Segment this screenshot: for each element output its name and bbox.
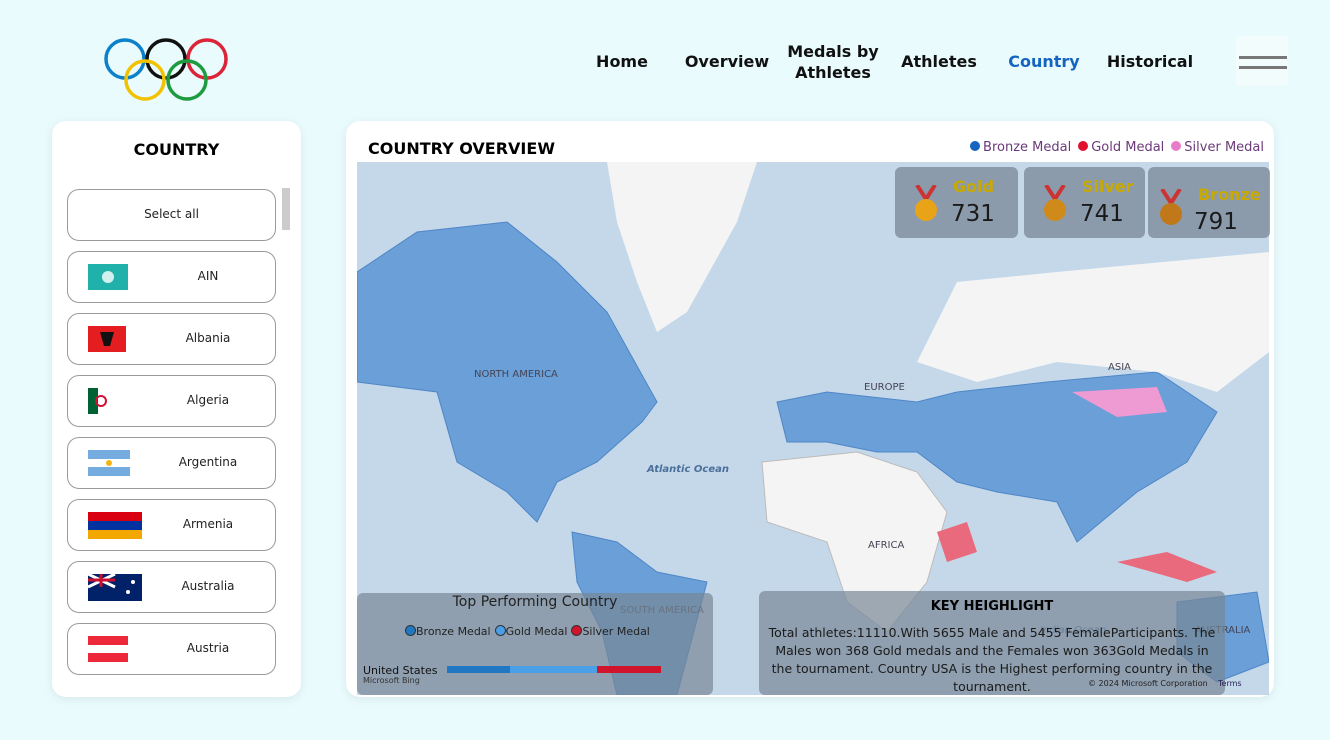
nav-link[interactable]: Home [596,52,648,71]
terms-link[interactable]: Terms [1218,679,1242,688]
menu-button[interactable] [1236,36,1288,86]
medal-icon [1044,185,1066,221]
olympic-rings [104,38,228,101]
legend-label: Bronze Medal [416,625,491,638]
country-option[interactable]: Australia [67,561,276,613]
bar-segment [510,666,597,673]
option-label: Australia [181,579,235,593]
top-title: Top Performing Country [452,594,618,610]
nav-link[interactable]: Country [1008,52,1080,71]
key-highlight: KEY HEIGHLIGHT Total athletes:11110.With… [759,591,1225,695]
medal-card: Silver 741 [1024,167,1145,238]
flag [88,326,126,352]
top-performing: Top Performing Country Bronze Medal Gold … [357,593,713,695]
flag [88,574,142,601]
flag [88,388,108,414]
map-label: EUROPE [864,382,905,393]
medal-count: 741 [1080,201,1124,227]
medal-label: Silver [1082,177,1134,196]
legend-dot [571,625,583,636]
country-option[interactable]: Argentina [67,437,276,489]
bar-chart [447,666,661,673]
bar-segment [447,666,510,673]
legend: Bronze Medal Gold Medal Silver Medal [970,140,1264,155]
category-label: United States [363,664,438,677]
flag [88,450,130,476]
legend-dot [970,141,981,151]
highlight-title: KEY HEIGHLIGHT [930,599,1054,614]
option-label: Albania [185,331,231,345]
bar-segment [597,666,661,673]
highlight-text: Total athletes:11110.With 5655 Male and … [768,625,1216,694]
legend-dot [494,625,506,636]
legend-item: Silver Medal [571,625,650,638]
map-label: Atlantic Ocean [647,464,729,475]
legend-item: Gold Medal [1078,140,1164,155]
nav-link[interactable]: Overview [684,52,770,71]
medal-icon [1160,189,1182,225]
medal-card: Bronze 791 [1148,167,1270,238]
medal-label: Gold [953,177,995,196]
legend-label: Silver Medal [1184,140,1264,155]
scrollbar[interactable] [282,188,290,230]
legend-item: Bronze Medal [970,140,1071,155]
medal-icon [915,185,937,221]
legend: Bronze Medal Gold Medal Silver Medal [405,625,650,638]
medal-count: 731 [951,201,995,227]
nav-link[interactable]: Athletes [901,52,977,71]
option-label: Austria [186,641,230,655]
overview-title: COUNTRY OVERVIEW [368,139,555,158]
medal-label: Bronze [1198,185,1261,204]
map-label: AFRICA [868,540,905,551]
country-option[interactable]: Algeria [67,375,276,427]
flag [88,264,128,290]
copyright: © 2024 Microsoft Corporation [1088,679,1208,688]
medal-count: 791 [1194,209,1238,235]
option-label: AIN [197,269,219,283]
nav-link[interactable]: Historical [1106,52,1194,71]
select-all[interactable]: Select all [67,189,276,241]
option-label: Armenia [182,517,234,531]
legend-dot [405,625,416,636]
legend-item: Silver Medal [1171,140,1264,155]
map-label: NORTH AMERICA [474,369,558,380]
option-label: Argentina [178,455,238,469]
slicer-title: COUNTRY [133,140,220,159]
country-option[interactable]: Austria [67,623,276,675]
legend-item: Bronze Medal [405,625,491,638]
country-option[interactable]: AIN [67,251,276,303]
legend-item: Gold Medal [494,625,568,638]
country-option[interactable]: Albania [67,313,276,365]
legend-dot [1171,141,1182,151]
medal-card: Gold 731 [895,167,1018,238]
nav-link[interactable]: Medals by Athletes [787,42,879,82]
bing-logo: Microsoft Bing [363,676,420,685]
legend-label: Silver Medal [582,625,650,638]
option-label: Select all [144,207,199,221]
legend-label: Gold Medal [1091,140,1165,155]
legend-dot [1078,141,1089,151]
legend-label: Gold Medal [505,625,568,638]
flag [88,512,142,539]
option-label: Algeria [186,393,230,407]
country-option[interactable]: Armenia [67,499,276,551]
legend-label: Bronze Medal [983,140,1072,155]
map-label: ASIA [1108,362,1131,373]
flag [88,636,128,662]
